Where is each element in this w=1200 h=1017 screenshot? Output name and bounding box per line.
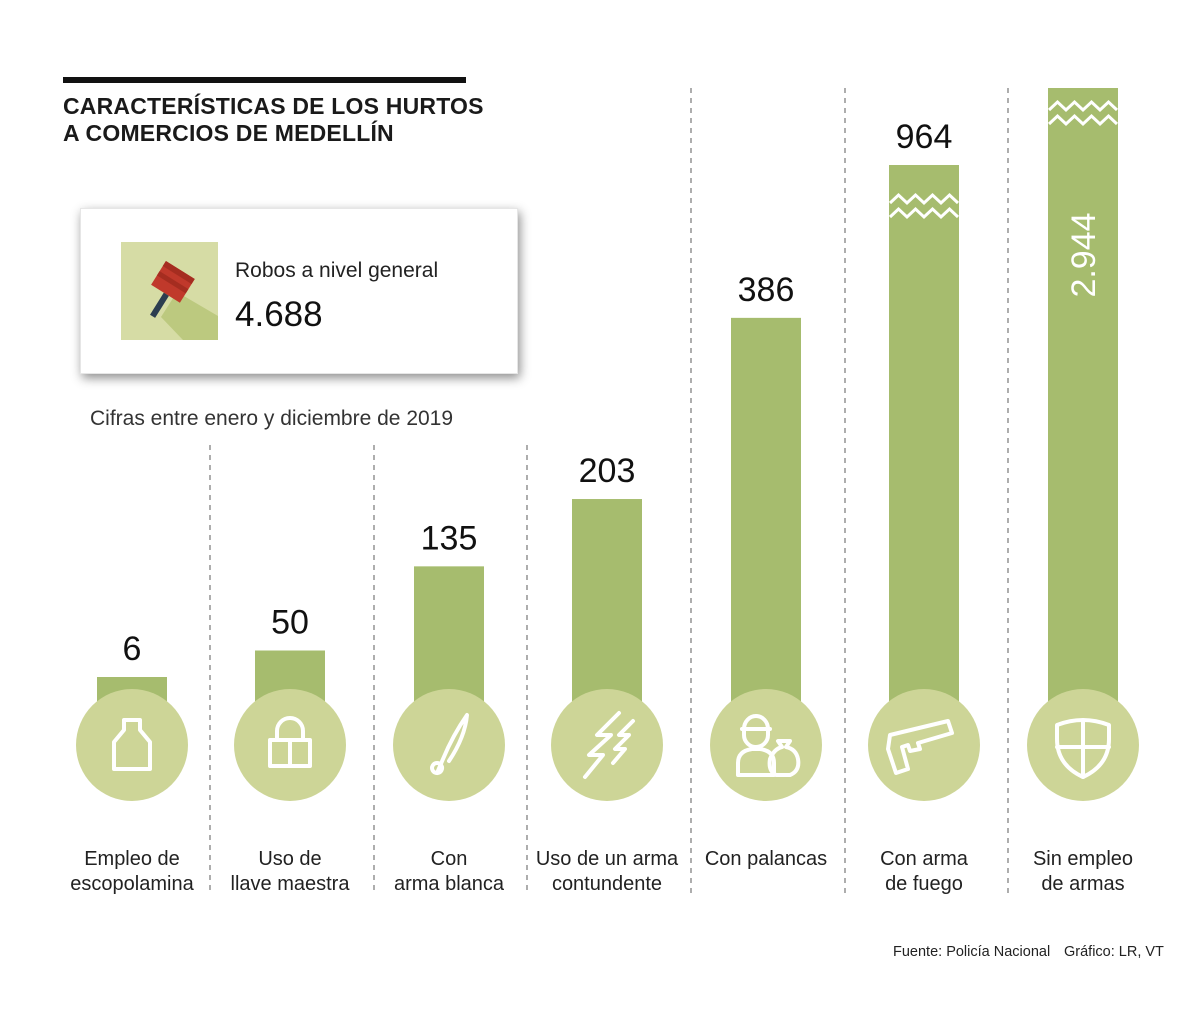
shield-icon-stroke xyxy=(1055,718,1111,779)
category-label-line: de fuego xyxy=(885,873,963,895)
value-label: 135 xyxy=(421,519,478,557)
title-line-1: CARACTERÍSTICAS DE LOS HURTOS xyxy=(63,93,484,119)
graphic-credit: Gráfico: LR, VT xyxy=(1064,944,1164,960)
chart-title: CARACTERÍSTICAS DE LOS HURTOS A COMERCIO… xyxy=(63,93,523,147)
category-label-line: Empleo de xyxy=(84,848,180,870)
category-label-line: Con xyxy=(430,848,468,870)
category-label-line: arma blanca xyxy=(393,873,505,895)
bar xyxy=(731,317,801,705)
padlock-icon xyxy=(268,716,312,768)
cleaver-knife-icon xyxy=(121,242,218,340)
category-label: Uso de llave maestra xyxy=(210,847,370,897)
bar xyxy=(572,499,642,705)
lightning-icon xyxy=(583,711,635,779)
axis-break-mark xyxy=(888,206,960,220)
period-note: Cifras entre enero y diciembre de 2019 xyxy=(90,407,454,430)
category-circle xyxy=(551,689,663,801)
thief-icon-stroke xyxy=(767,739,801,777)
source-credit: Fuente: Policía Nacional xyxy=(893,944,1051,960)
title-line-2: A COMERCIOS DE MEDELLÍN xyxy=(63,120,394,146)
category-label: Con arma de fuego xyxy=(844,847,1004,897)
category-label-line: Sin empleo xyxy=(1032,848,1134,870)
category-label: Con palancas xyxy=(686,847,846,872)
summary-label: Robos a nivel general xyxy=(235,259,439,282)
shield-icon xyxy=(1055,718,1111,779)
category-label-line: Uso de un arma xyxy=(535,848,679,870)
category-circle xyxy=(710,689,822,801)
axis-break-mark xyxy=(888,192,960,206)
category-label-line: llave maestra xyxy=(230,873,350,895)
category-label: Sin empleo de armas xyxy=(1003,847,1163,897)
category-label-line: escopolamina xyxy=(70,873,194,895)
gun-icon xyxy=(886,719,954,775)
axis-break-mark xyxy=(1047,113,1119,127)
thief-icon xyxy=(736,714,801,777)
thief-icon-stroke xyxy=(736,747,776,777)
category-circle xyxy=(868,689,980,801)
category-circle xyxy=(76,689,188,801)
lightning-icon-stroke xyxy=(583,711,621,779)
value-label: 964 xyxy=(896,118,953,156)
category-label-line: Con arma xyxy=(880,848,968,870)
category-label: Con arma blanca xyxy=(369,847,529,897)
gun-icon-stroke xyxy=(886,719,954,775)
value-label: 203 xyxy=(579,452,636,490)
value-label: 50 xyxy=(271,604,309,642)
title-rule xyxy=(63,77,466,83)
category-label: Empleo de escopolamina xyxy=(52,847,212,897)
bar xyxy=(1048,88,1118,705)
category-label-line: Uso de xyxy=(258,848,322,870)
bottle-icon-stroke xyxy=(112,718,152,771)
category-label: Uso de un arma contundente xyxy=(527,847,687,897)
category-label-line: de armas xyxy=(1041,873,1125,895)
value-label: 386 xyxy=(738,271,795,309)
value-label: 6 xyxy=(123,630,142,668)
padlock-icon-stroke xyxy=(268,738,312,768)
knife-icon xyxy=(430,713,469,775)
padlock-icon-stroke xyxy=(275,716,305,742)
summary-value: 4.688 xyxy=(235,295,323,334)
category-label-line: Con palancas xyxy=(704,848,828,870)
thief-icon-stroke xyxy=(742,714,770,749)
lightning-icon-stroke xyxy=(611,719,635,765)
knife-icon-stroke xyxy=(430,761,445,775)
knife-icon-stroke xyxy=(435,713,469,775)
category-label-line: contundente xyxy=(551,873,663,895)
value-label: 2.944 xyxy=(1065,212,1103,297)
bottle-icon xyxy=(112,718,152,771)
summary-card: Robos a nivel general 4.688 xyxy=(80,208,518,374)
bar xyxy=(414,566,484,705)
bar xyxy=(889,165,959,705)
axis-break-mark xyxy=(1047,99,1119,113)
